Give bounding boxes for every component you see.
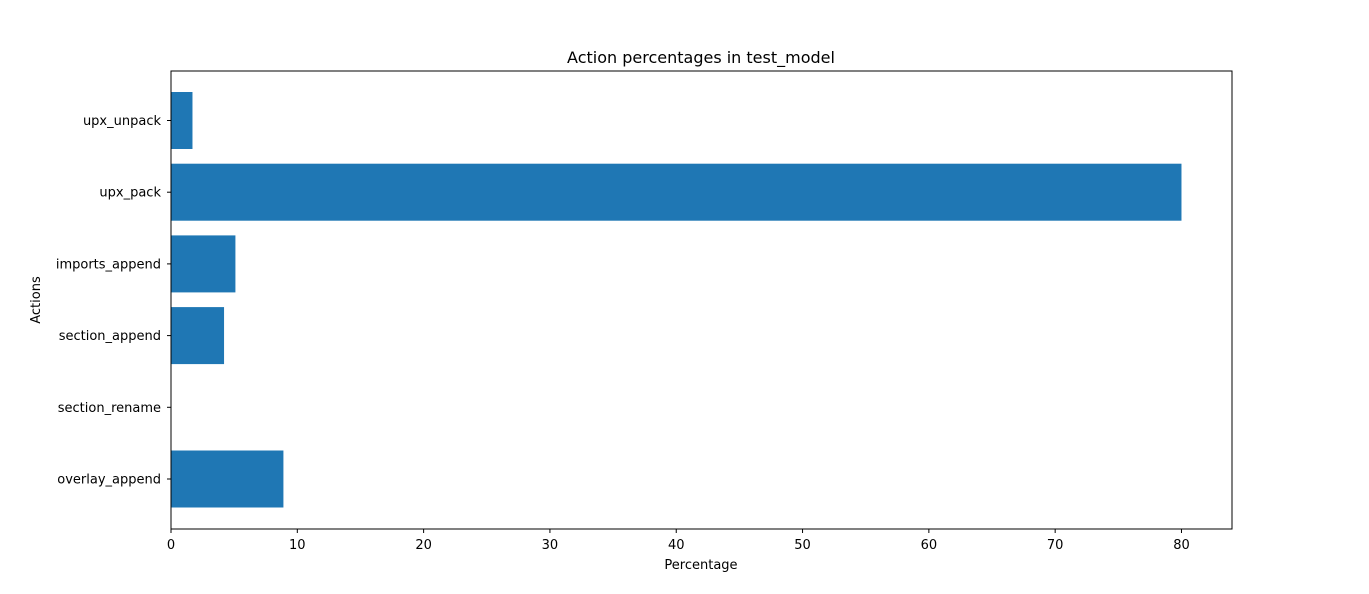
plot-frame xyxy=(170,70,1233,530)
x-tick-label: 0 xyxy=(167,538,175,553)
bar-upx-pack xyxy=(171,163,1182,221)
x-tick-label: 20 xyxy=(415,538,432,553)
x-tick-label: 70 xyxy=(1047,538,1064,553)
x-axis-ticks: 0 10 20 30 40 50 60 70 80 xyxy=(167,529,1190,553)
y-tick-label: upx_unpack xyxy=(83,114,162,129)
y-axis-ticks: upx_unpack upx_pack imports_append section_… xyxy=(56,114,171,488)
y-tick-label: section_append xyxy=(59,329,161,344)
bars-group xyxy=(171,92,1182,508)
y-tick-label: imports_append xyxy=(56,257,161,272)
x-tick-label: 60 xyxy=(921,538,938,553)
y-tick-label: upx_pack xyxy=(99,186,161,201)
y-tick-label: overlay_append xyxy=(57,473,161,488)
bar-section-append xyxy=(171,307,225,365)
x-axis-label: Percentage xyxy=(664,558,737,573)
x-tick-label: 40 xyxy=(668,538,685,553)
y-axis-label: Actions xyxy=(29,276,44,324)
x-tick-label: 10 xyxy=(289,538,306,553)
x-tick-label: 80 xyxy=(1173,538,1190,553)
bar-upx-unpack xyxy=(171,92,193,149)
bar-overlay-append xyxy=(171,450,284,508)
bar-imports-append xyxy=(171,235,236,293)
y-tick-label: section_rename xyxy=(58,401,161,416)
x-tick-label: 50 xyxy=(794,538,811,553)
x-tick-label: 30 xyxy=(542,538,559,553)
chart-title: Action percentages in test_model xyxy=(567,48,835,68)
